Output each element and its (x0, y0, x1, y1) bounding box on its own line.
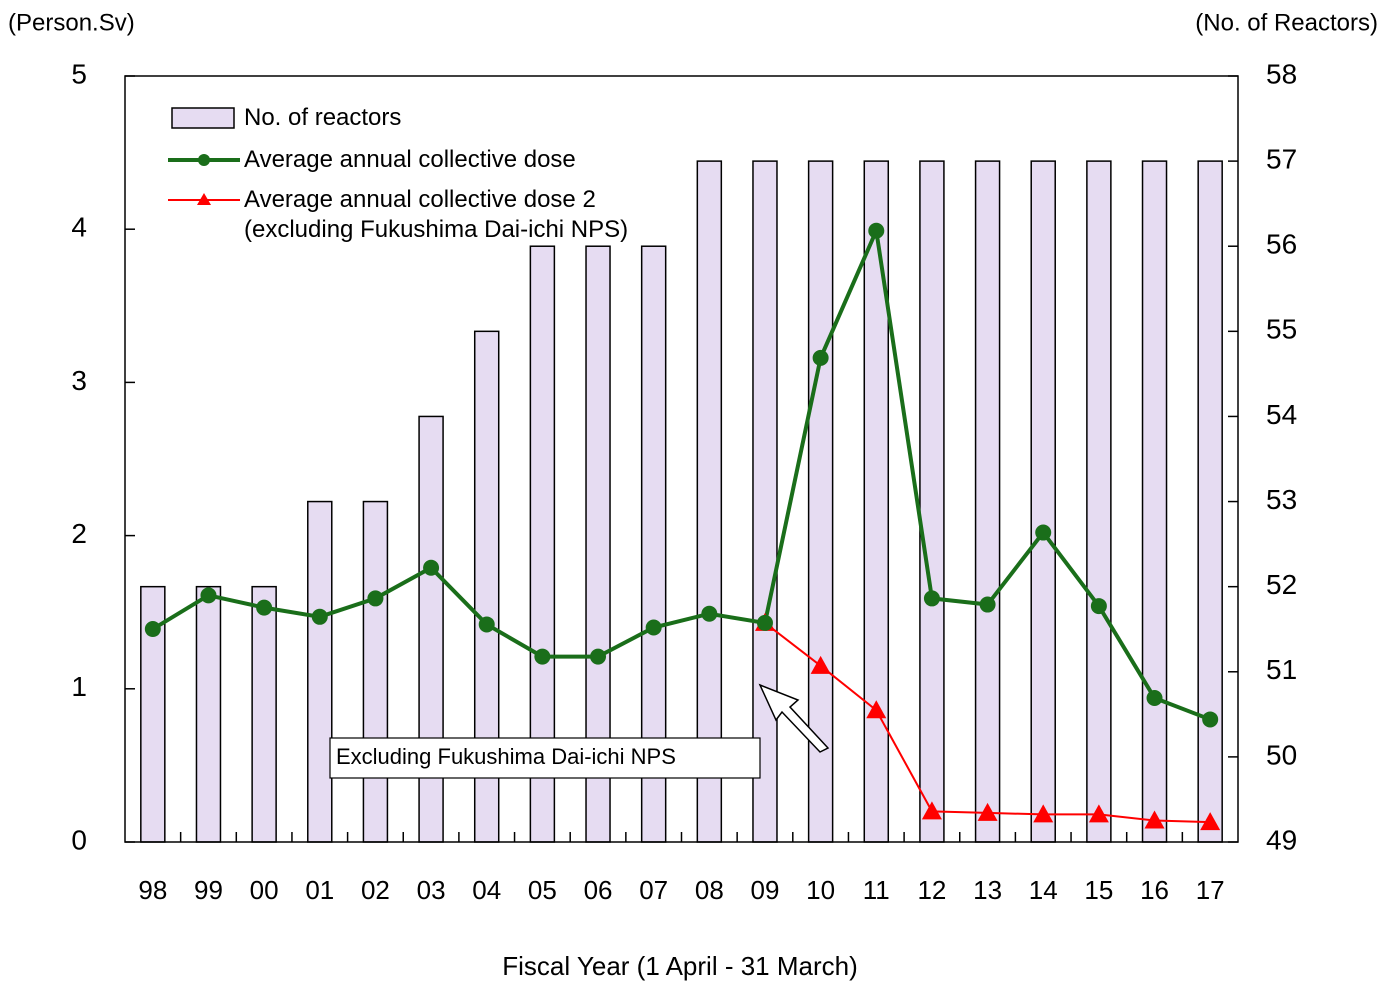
marker (478, 616, 495, 633)
marker (810, 655, 831, 674)
marker (812, 349, 829, 366)
y2-tick-label: 57 (1266, 144, 1297, 175)
x-tick-label: 09 (751, 875, 780, 905)
x-tick-label: 12 (917, 875, 946, 905)
y2-tick-label: 49 (1266, 824, 1297, 855)
marker (868, 222, 885, 239)
legend-label: Average annual collective dose 2 (exclud… (244, 186, 629, 243)
marker (1200, 812, 1221, 831)
y2-tick-label: 53 (1266, 484, 1297, 515)
x-tick-label: 01 (305, 875, 334, 905)
arrow (758, 683, 830, 753)
bar (752, 160, 778, 843)
legend-label: No. of reactors (244, 104, 402, 131)
marker (977, 802, 998, 821)
x-tick-label: 15 (1084, 875, 1113, 905)
marker (423, 559, 440, 576)
marker (1144, 810, 1165, 829)
bar (1030, 160, 1056, 843)
y-tick-label: 3 (71, 365, 87, 396)
x-tick-label: 99 (194, 875, 223, 905)
marker (367, 590, 384, 607)
y2-tick-label: 55 (1266, 314, 1297, 345)
legend-swatch (171, 107, 235, 129)
x-tick-label: 08 (695, 875, 724, 905)
x-tick-label: 05 (528, 875, 557, 905)
bar (863, 160, 890, 843)
x-tick-label: 10 (806, 875, 835, 905)
y-tick-label: 0 (71, 824, 87, 855)
marker (1088, 804, 1109, 823)
marker (1035, 524, 1052, 541)
x-axis-label: Fiscal Year (1 April - 31 March) (502, 951, 857, 981)
marker (866, 700, 887, 719)
bar (362, 500, 389, 843)
x-tick-label: 14 (1029, 875, 1058, 905)
x-tick-label: 98 (138, 875, 167, 905)
annotation: Excluding Fukushima Dai-ichi NPS (336, 744, 676, 769)
marker (256, 599, 273, 616)
x-tick-label: 13 (973, 875, 1002, 905)
x-tick-label: 06 (584, 875, 613, 905)
y-tick-label: 1 (71, 671, 87, 702)
marker (144, 621, 161, 638)
legend-marker (198, 154, 210, 166)
y-axis-label: (Person.Sv) (8, 9, 135, 36)
y-tick-label: 5 (71, 58, 87, 89)
bar (307, 500, 333, 843)
y2-tick-label: 50 (1266, 739, 1297, 770)
marker (921, 801, 942, 820)
x-tick-label: 11 (863, 875, 890, 905)
marker (756, 614, 773, 631)
marker (590, 648, 607, 665)
y2-axis-label: (No. of Reactors) (1195, 9, 1378, 36)
marker (200, 587, 217, 604)
legend-label: Average annual collective dose (244, 146, 576, 173)
y2-tick-label: 58 (1266, 58, 1297, 89)
marker (645, 619, 662, 636)
bar (251, 585, 277, 843)
x-tick-label: 16 (1140, 875, 1169, 905)
x-tick-label: 17 (1196, 875, 1225, 905)
x-tick-label: 00 (250, 875, 279, 905)
bar (919, 160, 945, 843)
legend-marker (197, 193, 211, 205)
line (151, 223, 1211, 722)
marker (534, 648, 551, 665)
marker (1033, 804, 1054, 823)
bar (1086, 160, 1112, 843)
marker (1146, 689, 1163, 706)
bar (1141, 160, 1168, 843)
marker (701, 605, 718, 622)
annotation-box (329, 737, 761, 779)
y2-tick-label: 54 (1266, 399, 1297, 430)
bar (195, 585, 222, 843)
y2-tick-label: 56 (1266, 229, 1297, 260)
marker (979, 596, 996, 613)
bar (974, 160, 1001, 843)
y2-tick-label: 52 (1266, 569, 1297, 600)
marker (923, 590, 940, 607)
marker (311, 608, 328, 625)
marker (1090, 598, 1107, 615)
marker (1202, 711, 1219, 728)
x-tick-label: 04 (472, 875, 501, 905)
x-tick-label: 03 (417, 875, 446, 905)
x-tick-label: 02 (361, 875, 390, 905)
y2-tick-label: 51 (1266, 654, 1297, 685)
x-tick-label: 07 (639, 875, 668, 905)
bar (1197, 160, 1223, 843)
y-tick-label: 4 (71, 212, 87, 243)
y-tick-label: 2 (71, 518, 87, 549)
